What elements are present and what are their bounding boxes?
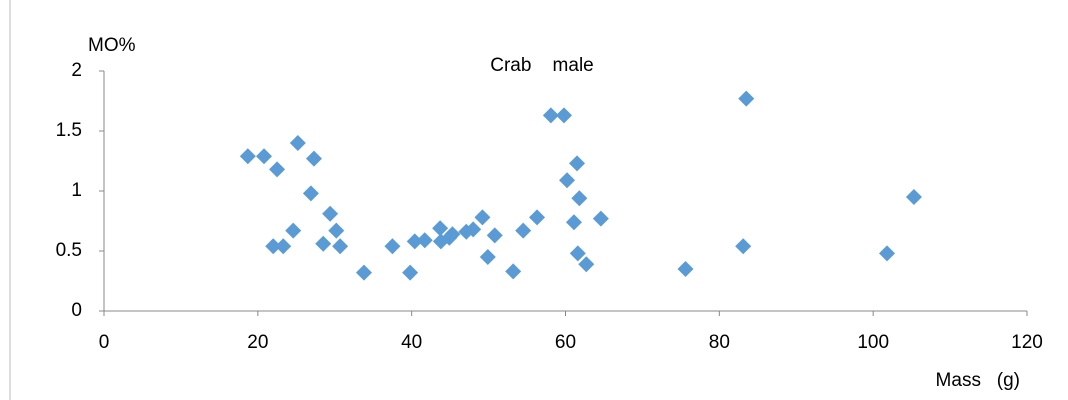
point <box>328 222 345 239</box>
x-tick-label: 120 <box>1011 332 1043 353</box>
point <box>269 161 286 178</box>
point <box>384 238 401 255</box>
point <box>571 190 588 207</box>
point <box>322 205 339 222</box>
y-tick-label: 1 <box>71 180 82 201</box>
point <box>285 222 302 239</box>
point <box>275 238 292 255</box>
point <box>559 172 576 189</box>
point <box>505 263 522 280</box>
point <box>879 245 896 262</box>
point <box>578 256 595 273</box>
point <box>305 150 322 167</box>
point <box>565 214 582 231</box>
point <box>486 227 503 244</box>
x-tick-label: 100 <box>857 332 889 353</box>
point <box>569 155 586 172</box>
point <box>474 209 491 226</box>
y-axis-label: MO% <box>88 35 136 56</box>
point <box>302 185 319 202</box>
point <box>465 221 482 238</box>
point <box>332 238 349 255</box>
point <box>738 90 755 107</box>
point <box>542 107 559 124</box>
y-tick-label: 0.5 <box>56 240 82 261</box>
x-tick-label: 80 <box>709 332 730 353</box>
point <box>355 264 372 281</box>
y-tick-label: 2 <box>71 60 82 81</box>
point <box>592 210 609 227</box>
point <box>315 235 332 252</box>
point <box>555 107 572 124</box>
x-tick-label: 40 <box>401 332 422 353</box>
point <box>402 264 419 281</box>
point <box>444 226 461 243</box>
x-axis-label: Mass (g) <box>936 370 1020 391</box>
chart-title: Crab male <box>490 55 593 76</box>
point <box>239 148 256 165</box>
y-tick-label: 1.5 <box>56 120 82 141</box>
point <box>406 233 423 250</box>
point <box>255 148 272 165</box>
point <box>432 220 449 237</box>
point <box>515 222 532 239</box>
point <box>905 189 922 205</box>
point <box>479 249 496 265</box>
y-tick-label: 0 <box>71 300 82 321</box>
point <box>677 261 694 277</box>
point <box>416 232 433 249</box>
point <box>735 238 752 255</box>
point <box>529 209 546 226</box>
point <box>289 135 306 151</box>
x-tick-label: 20 <box>247 332 268 353</box>
point <box>265 238 282 255</box>
x-tick-label: 60 <box>555 332 576 353</box>
x-tick-label: 0 <box>99 332 110 353</box>
point <box>569 245 586 262</box>
